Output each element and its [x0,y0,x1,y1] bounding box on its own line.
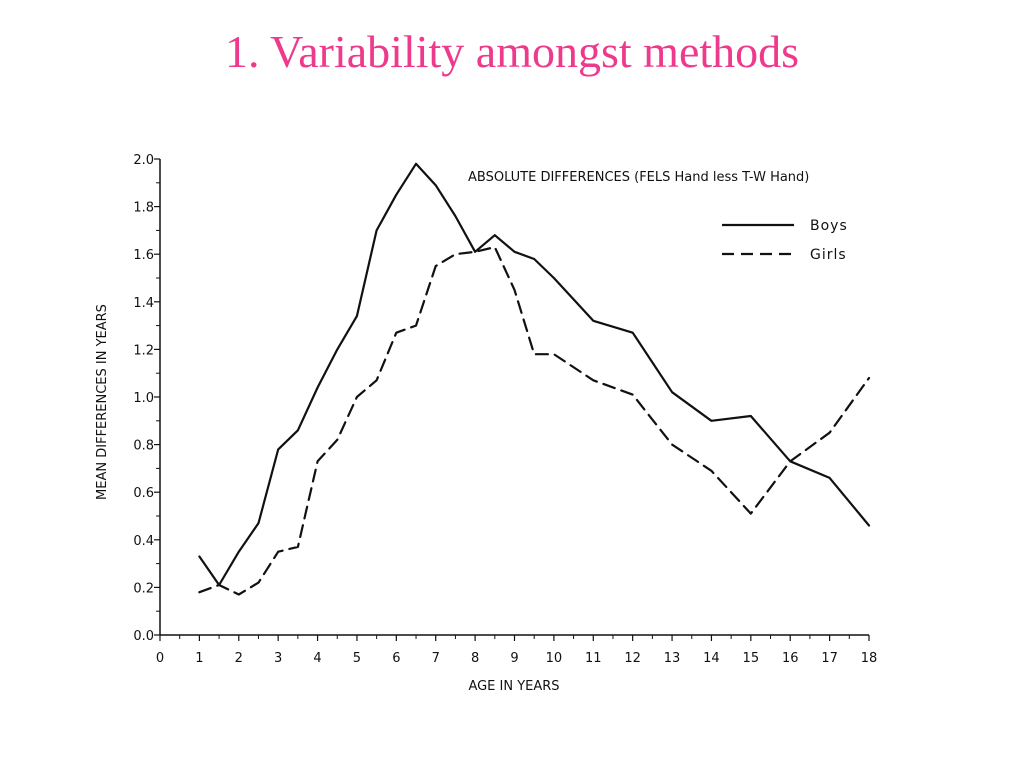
y-tick-label: 1.0 [133,391,154,406]
y-tick-label: 1.4 [133,296,154,311]
y-axis-title: MEAN DIFFERENCES IN YEARS [95,304,110,500]
x-tick-label: 7 [432,651,440,666]
series-line-girls [198,246,871,596]
y-tick-label: 1.8 [133,201,154,216]
x-tick-label: 12 [624,651,641,666]
x-tick-label: 5 [353,651,361,666]
chart-axes [159,159,869,636]
y-tick-label: 0.0 [133,629,154,644]
y-tick-label: 0.4 [133,534,154,549]
x-tick-label: 14 [703,651,720,666]
legend-girls-label: Girls [810,247,847,263]
x-tick-label: 6 [392,651,400,666]
x-tick-label: 16 [782,651,799,666]
legend-boys-label: Boys [810,218,848,234]
x-axis-title: AGE IN YEARS [468,679,559,694]
y-tick-label: 0.6 [133,486,154,501]
legend: Boys Girls [722,218,848,263]
chart-ticks: 0 1 2 3 4 5 6 7 8 9 10 11 12 13 14 15 16 17 180.00.20.40.6… [133,153,877,666]
x-tick-label: 17 [821,651,838,666]
slide-title: 1. Variability amongst methods [224,26,800,77]
x-tick-label: 18 [861,651,878,666]
y-tick-label: 2.0 [133,153,154,168]
series-line-boys [198,162,871,587]
x-tick-label: 13 [664,651,681,666]
x-tick-label: 1 [195,651,203,666]
x-tick-label: 10 [546,651,563,666]
y-tick-label: 1.6 [133,248,154,263]
x-tick-label: 8 [471,651,479,666]
chart-title: ABSOLUTE DIFFERENCES (FELS Hand less T-W… [468,170,809,185]
chart-series [198,162,871,596]
y-tick-label: 1.2 [133,343,154,358]
x-tick-label: 0 [156,651,164,666]
x-tick-label: 4 [313,651,321,666]
x-tick-label: 2 [235,651,243,666]
x-tick-label: 9 [510,651,518,666]
y-tick-label: 0.8 [133,439,154,454]
y-tick-label: 0.2 [133,581,154,596]
x-tick-label: 3 [274,651,282,666]
x-tick-label: 15 [743,651,760,666]
x-tick-label: 11 [585,651,602,666]
